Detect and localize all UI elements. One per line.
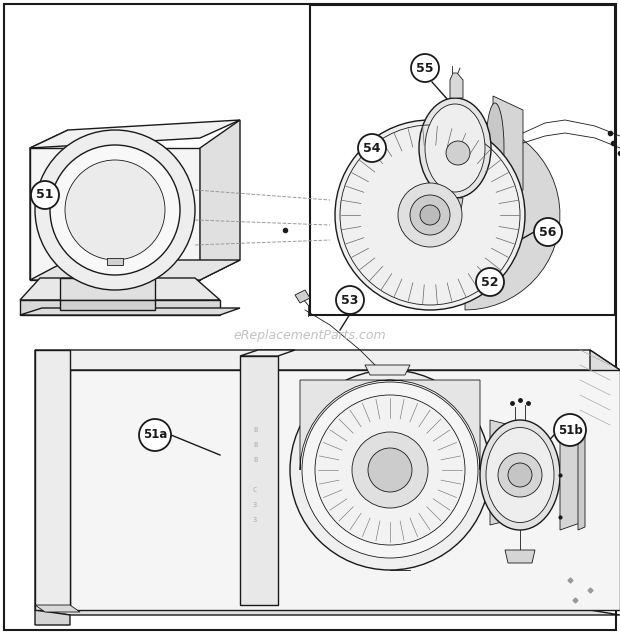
Text: B: B bbox=[253, 457, 257, 463]
Circle shape bbox=[336, 286, 364, 314]
Ellipse shape bbox=[486, 427, 554, 522]
Circle shape bbox=[476, 268, 504, 296]
Polygon shape bbox=[35, 610, 70, 625]
Polygon shape bbox=[20, 308, 240, 315]
Text: 53: 53 bbox=[342, 294, 359, 306]
Polygon shape bbox=[240, 356, 278, 605]
Text: 54: 54 bbox=[363, 141, 381, 155]
Text: 51: 51 bbox=[36, 188, 54, 202]
Polygon shape bbox=[240, 350, 295, 356]
Circle shape bbox=[35, 130, 195, 290]
Polygon shape bbox=[578, 420, 585, 530]
Circle shape bbox=[50, 145, 180, 275]
Circle shape bbox=[368, 448, 412, 492]
Polygon shape bbox=[70, 370, 620, 610]
Polygon shape bbox=[365, 365, 410, 375]
Polygon shape bbox=[450, 73, 463, 98]
Circle shape bbox=[335, 120, 525, 310]
Polygon shape bbox=[30, 130, 68, 280]
Circle shape bbox=[554, 414, 586, 446]
Polygon shape bbox=[450, 198, 463, 210]
Text: 56: 56 bbox=[539, 226, 557, 238]
Polygon shape bbox=[35, 605, 80, 612]
Polygon shape bbox=[60, 278, 155, 300]
Polygon shape bbox=[20, 278, 220, 300]
Text: 3: 3 bbox=[253, 517, 257, 523]
Polygon shape bbox=[295, 290, 310, 303]
Circle shape bbox=[534, 218, 562, 246]
Ellipse shape bbox=[425, 104, 485, 192]
Text: 3: 3 bbox=[253, 502, 257, 508]
Circle shape bbox=[398, 183, 462, 247]
Polygon shape bbox=[493, 96, 523, 200]
Circle shape bbox=[358, 134, 386, 162]
Polygon shape bbox=[200, 120, 240, 280]
Text: eReplacementParts.com: eReplacementParts.com bbox=[234, 328, 386, 342]
Polygon shape bbox=[300, 380, 480, 470]
Polygon shape bbox=[465, 120, 560, 310]
Circle shape bbox=[302, 382, 478, 558]
Polygon shape bbox=[35, 350, 70, 610]
Circle shape bbox=[508, 463, 532, 487]
Circle shape bbox=[411, 54, 439, 82]
Circle shape bbox=[498, 453, 542, 497]
Ellipse shape bbox=[486, 103, 504, 193]
Text: 51a: 51a bbox=[143, 429, 167, 441]
Polygon shape bbox=[30, 120, 240, 148]
Circle shape bbox=[446, 141, 470, 165]
Polygon shape bbox=[490, 420, 510, 525]
Text: C: C bbox=[253, 487, 257, 493]
Text: B: B bbox=[253, 442, 257, 448]
Circle shape bbox=[420, 205, 440, 225]
Ellipse shape bbox=[480, 420, 560, 530]
Polygon shape bbox=[590, 350, 620, 610]
Polygon shape bbox=[60, 300, 155, 310]
Bar bbox=[310, 5, 615, 315]
Text: 52: 52 bbox=[481, 276, 498, 288]
Circle shape bbox=[410, 195, 450, 235]
Polygon shape bbox=[30, 260, 240, 280]
Polygon shape bbox=[107, 258, 123, 265]
Polygon shape bbox=[560, 420, 580, 530]
Circle shape bbox=[315, 395, 465, 545]
Ellipse shape bbox=[419, 98, 491, 198]
Circle shape bbox=[139, 419, 171, 451]
Polygon shape bbox=[20, 300, 220, 315]
Polygon shape bbox=[35, 610, 620, 615]
Circle shape bbox=[31, 181, 59, 209]
Circle shape bbox=[65, 160, 165, 260]
Polygon shape bbox=[35, 350, 70, 610]
Circle shape bbox=[352, 432, 428, 508]
Polygon shape bbox=[505, 550, 535, 563]
Polygon shape bbox=[35, 350, 620, 370]
Polygon shape bbox=[30, 148, 200, 280]
Text: 51b: 51b bbox=[557, 424, 582, 436]
Circle shape bbox=[290, 370, 490, 570]
Text: B: B bbox=[253, 427, 257, 433]
Text: 55: 55 bbox=[416, 61, 434, 75]
